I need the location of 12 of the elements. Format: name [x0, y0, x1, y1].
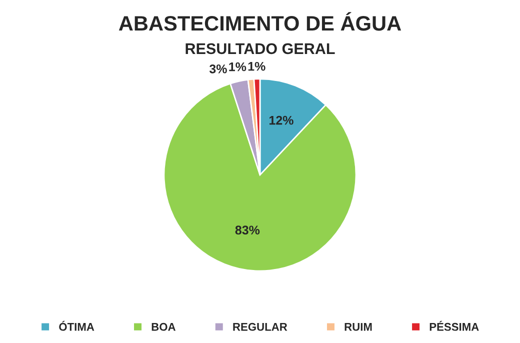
- legend-label: REGULAR: [233, 322, 288, 331]
- data-label: 3%: [209, 64, 227, 74]
- data-label: 1%: [229, 62, 246, 72]
- data-label: 83%: [235, 226, 260, 235]
- legend-label: RUIM: [344, 323, 372, 331]
- legend-label: ÓTIMA: [59, 320, 94, 331]
- chart-title: ABASTECIMENTO DE ÁGUA: [118, 12, 402, 31]
- chart-subtitle: RESULTADO GERAL: [186, 43, 335, 54]
- data-label: 12%: [269, 116, 294, 125]
- legend-label: BOA: [152, 322, 176, 331]
- data-label: 1%: [248, 62, 266, 71]
- legend-label: PÉSSIMA: [430, 320, 479, 331]
